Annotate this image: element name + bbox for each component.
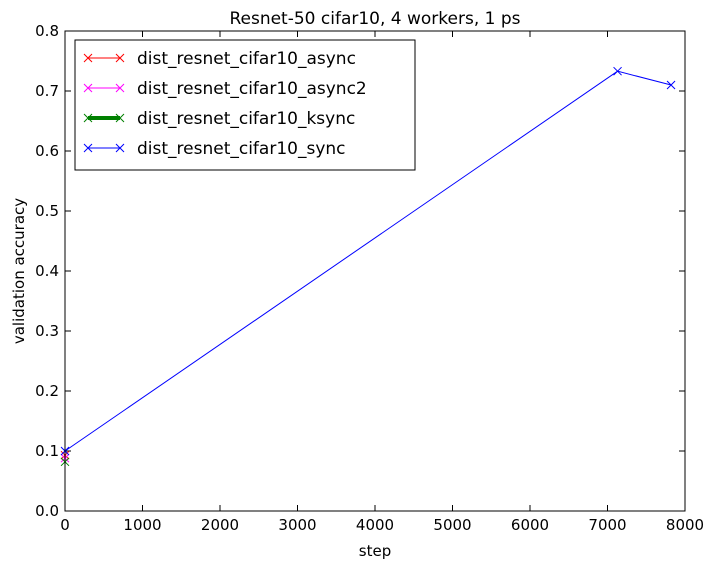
legend-box: [74, 39, 416, 171]
legend-marker: [83, 143, 93, 153]
legend-label: dist_resnet_cifar10_async2: [137, 79, 367, 99]
y-tick-label: 0.0: [35, 502, 59, 520]
x-tick-label: 3000: [278, 516, 316, 534]
data-point-marker-stroke: [613, 66, 622, 76]
legend-label: dist_resnet_cifar10_sync: [137, 139, 346, 159]
axis-ticks: 0 1000 2000 3000 4000 5000 6000 7000 8000 0.0 0.1 0…: [35, 22, 704, 534]
x-tick-label: 0: [60, 516, 70, 534]
data-point: [666, 80, 676, 90]
x-tick-label: 7000: [588, 516, 626, 534]
legend-marker: [115, 53, 125, 63]
legend-marker: [115, 113, 125, 123]
legend-marker: [83, 53, 93, 63]
legend-marker: [83, 113, 93, 123]
x-axis-label: step: [359, 542, 391, 560]
y-tick-label: 0.6: [35, 142, 59, 160]
y-tick-label: 0.8: [35, 22, 59, 40]
data-point-marker-stroke: [115, 83, 125, 93]
data-point-marker-stroke: [115, 53, 125, 63]
legend-label: dist_resnet_cifar10_ksync: [137, 109, 355, 129]
legend-label: dist_resnet_cifar10_async: [137, 49, 356, 69]
data-point: [613, 66, 622, 76]
legend-entry: dist_resnet_cifar10_async2: [83, 79, 367, 99]
y-tick-label: 0.4: [35, 262, 59, 280]
y-tick-label: 0.1: [35, 442, 59, 460]
legend-entry: dist_resnet_cifar10_ksync: [83, 109, 355, 129]
data-point-marker-stroke: [83, 83, 93, 93]
plot-area-frame: [64, 30, 686, 512]
data-point-marker-stroke: [83, 53, 93, 63]
legend: dist_resnet_cifar10_async dist_resnet_cif…: [74, 39, 416, 171]
x-tick-label: 6000: [511, 516, 549, 534]
y-tick-label: 0.3: [35, 322, 59, 340]
y-tick-label: 0.5: [35, 202, 59, 220]
x-tick-label: 5000: [433, 516, 471, 534]
x-tick-label: 8000: [666, 516, 704, 534]
legend-entry: dist_resnet_cifar10_async: [83, 49, 356, 69]
data-point-marker-stroke: [666, 80, 676, 90]
x-tick-label: 1000: [123, 516, 161, 534]
x-tick-label: 4000: [356, 516, 394, 534]
y-tick-label: 0.7: [35, 82, 59, 100]
data-point-marker-stroke: [83, 143, 93, 153]
y-tick-label: 0.2: [35, 382, 59, 400]
x-tick-label: 2000: [201, 516, 239, 534]
legend-entry: dist_resnet_cifar10_sync: [83, 139, 346, 159]
y-axis-label: validation accuracy: [10, 198, 28, 344]
legend-marker: [83, 83, 93, 93]
chart-title: Resnet-50 cifar10, 4 workers, 1 ps: [229, 9, 520, 29]
data-point-marker-stroke: [115, 143, 125, 153]
legend-marker: [115, 83, 125, 93]
data-point-marker-stroke: [83, 113, 93, 123]
data-point-marker-stroke: [115, 113, 125, 123]
legend-marker: [115, 143, 125, 153]
